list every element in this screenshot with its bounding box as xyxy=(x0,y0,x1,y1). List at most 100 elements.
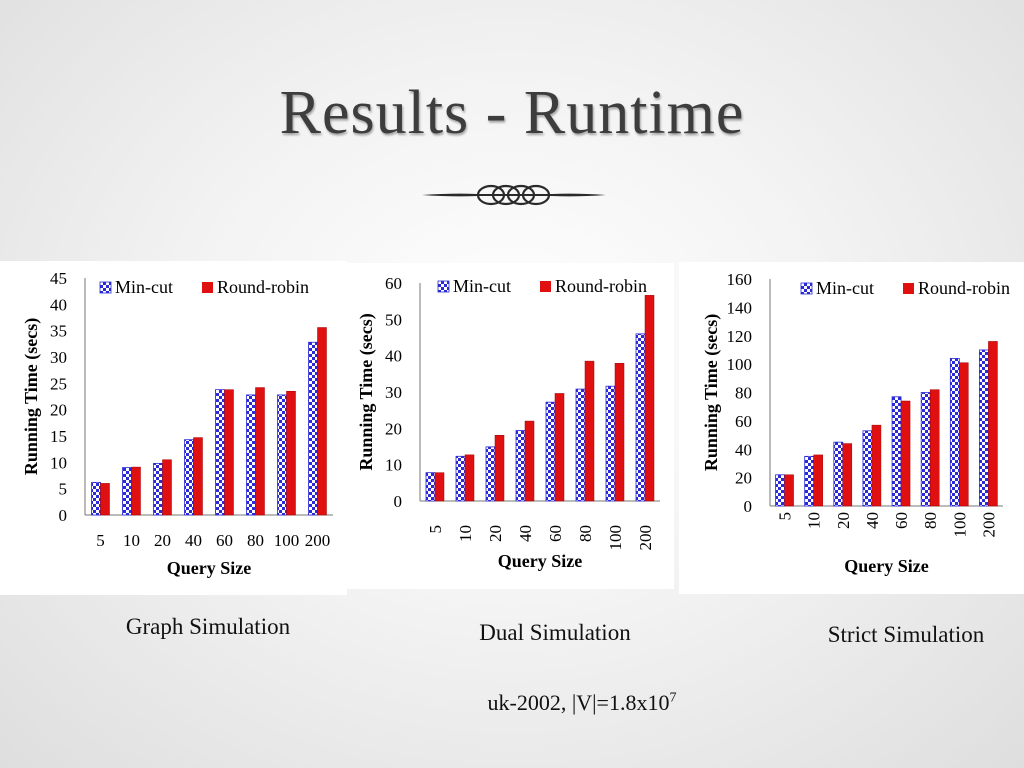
x-tick-label: 40 xyxy=(185,531,202,550)
legend-label-round-robin: Round-robin xyxy=(217,277,309,297)
bar-min-cut xyxy=(546,402,555,501)
bar-round-robin xyxy=(225,390,234,515)
footnote-superscript: 7 xyxy=(669,691,676,706)
bar-round-robin xyxy=(585,361,594,501)
chart-panel-dual-simulation: 0 10 20 30 40 50 60 5 10 20 40 60 80 100 200 Query Size… xyxy=(347,263,674,589)
legend-swatch-min-cut xyxy=(438,281,449,292)
chart-dual-simulation: 0 10 20 30 40 50 60 5 10 20 40 60 80 100 200 Query Size… xyxy=(347,263,674,589)
bar-round-robin xyxy=(495,435,504,501)
bar-round-robin xyxy=(615,363,624,501)
legend-label-round-robin: Round-robin xyxy=(555,276,647,296)
x-tick-label: 20 xyxy=(834,512,853,529)
x-tick-label: 40 xyxy=(516,525,535,542)
y-tick-label: 160 xyxy=(727,270,753,289)
legend-label-round-robin: Round-robin xyxy=(918,278,1010,298)
bar-min-cut xyxy=(516,431,525,501)
y-tick-label: 40 xyxy=(385,347,402,366)
y-tick-label: 40 xyxy=(735,440,752,459)
bar-min-cut xyxy=(606,386,615,501)
bar-min-cut xyxy=(979,350,988,506)
y-tick-label: 5 xyxy=(59,480,68,499)
legend: Min-cut Round-robin xyxy=(438,276,647,296)
x-tick-label: 10 xyxy=(456,525,475,542)
y-tick-label: 0 xyxy=(59,506,68,525)
legend: Min-cut Round-robin xyxy=(801,278,1010,298)
caption-graph-simulation: Graph Simulation xyxy=(126,614,290,640)
legend-swatch-min-cut xyxy=(100,282,111,293)
caption-strict-simulation: Strict Simulation xyxy=(828,622,985,648)
y-tick-label: 30 xyxy=(50,348,67,367)
x-tick-label: 60 xyxy=(546,525,565,542)
y-axis-title: Running Time (secs) xyxy=(701,314,722,471)
y-tick-label: 15 xyxy=(50,427,67,446)
chart-graph-simulation: 0 5 10 15 20 25 30 35 40 45 5 10 20 40 60 80 100 200 Query… xyxy=(0,261,347,595)
bar-min-cut xyxy=(921,393,930,507)
y-tick-label: 10 xyxy=(385,456,402,475)
bar-min-cut xyxy=(950,358,959,506)
x-tick-label: 40 xyxy=(863,512,882,529)
x-tick-label: 5 xyxy=(426,525,445,534)
bar-min-cut xyxy=(636,334,645,501)
bar-round-robin xyxy=(287,391,296,515)
bar-min-cut xyxy=(247,395,256,515)
bar-min-cut xyxy=(486,447,495,501)
x-tick-label: 200 xyxy=(636,525,655,551)
x-tick-label: 100 xyxy=(274,531,300,550)
bar-round-robin xyxy=(132,467,141,515)
bar-round-robin xyxy=(256,388,265,515)
y-tick-label: 0 xyxy=(744,497,753,516)
ornament-divider xyxy=(422,180,606,210)
bar-round-robin xyxy=(901,401,910,506)
y-tick-label: 30 xyxy=(385,383,402,402)
bar-round-robin xyxy=(843,444,852,506)
x-tick-label: 60 xyxy=(892,512,911,529)
x-tick-label: 60 xyxy=(216,531,233,550)
legend-swatch-min-cut xyxy=(801,283,812,294)
x-axis-title: Query Size xyxy=(498,551,582,571)
chart-panel-graph-simulation: 0 5 10 15 20 25 30 35 40 45 5 10 20 40 60 80 100 200 Query… xyxy=(0,261,347,595)
bar-min-cut xyxy=(805,456,814,506)
y-tick-label: 50 xyxy=(385,310,402,329)
y-tick-label: 100 xyxy=(727,355,753,374)
y-tick-label: 10 xyxy=(50,453,67,472)
bar-round-robin xyxy=(872,425,881,506)
x-tick-label: 5 xyxy=(776,512,795,521)
bar-round-robin xyxy=(194,438,203,515)
y-tick-label: 140 xyxy=(727,298,753,317)
bar-min-cut xyxy=(185,440,194,515)
bar-min-cut xyxy=(426,473,435,501)
bar-min-cut xyxy=(834,442,843,506)
bar-min-cut xyxy=(216,390,225,515)
bar-round-robin xyxy=(988,341,997,506)
bar-round-robin xyxy=(163,460,172,515)
y-tick-label: 60 xyxy=(735,412,752,431)
legend-swatch-round-robin xyxy=(540,281,551,292)
bar-round-robin xyxy=(785,475,794,506)
slide-title: Results - Runtime xyxy=(0,78,1024,149)
bar-min-cut xyxy=(92,482,101,515)
chart-panel-strict-simulation: 0 20 40 60 80 100 120 140 160 5 10 20 40 60 80 100 200 Qu… xyxy=(679,262,1024,594)
legend-label-min-cut: Min-cut xyxy=(115,277,173,297)
bar-min-cut xyxy=(576,389,585,501)
chart-strict-simulation: 0 20 40 60 80 100 120 140 160 5 10 20 40 60 80 100 200 Qu… xyxy=(679,262,1024,594)
y-tick-label: 60 xyxy=(385,274,402,293)
x-axis-title: Query Size xyxy=(844,556,928,576)
y-tick-label: 20 xyxy=(385,419,402,438)
y-tick-label: 25 xyxy=(50,374,67,393)
bar-min-cut xyxy=(278,395,287,515)
x-tick-label: 5 xyxy=(96,531,105,550)
y-tick-label: 45 xyxy=(50,269,67,288)
x-tick-label: 100 xyxy=(950,512,969,538)
x-tick-label: 80 xyxy=(247,531,264,550)
x-tick-label: 10 xyxy=(123,531,140,550)
bar-min-cut xyxy=(154,463,163,515)
bar-min-cut xyxy=(309,342,318,515)
bar-round-robin xyxy=(959,363,968,506)
legend-swatch-round-robin xyxy=(202,282,213,293)
x-axis-title: Query Size xyxy=(167,558,251,578)
y-tick-label: 40 xyxy=(50,295,67,314)
y-tick-label: 80 xyxy=(735,384,752,403)
legend-swatch-round-robin xyxy=(903,283,914,294)
bar-min-cut xyxy=(456,456,465,501)
caption-dual-simulation: Dual Simulation xyxy=(479,620,630,646)
